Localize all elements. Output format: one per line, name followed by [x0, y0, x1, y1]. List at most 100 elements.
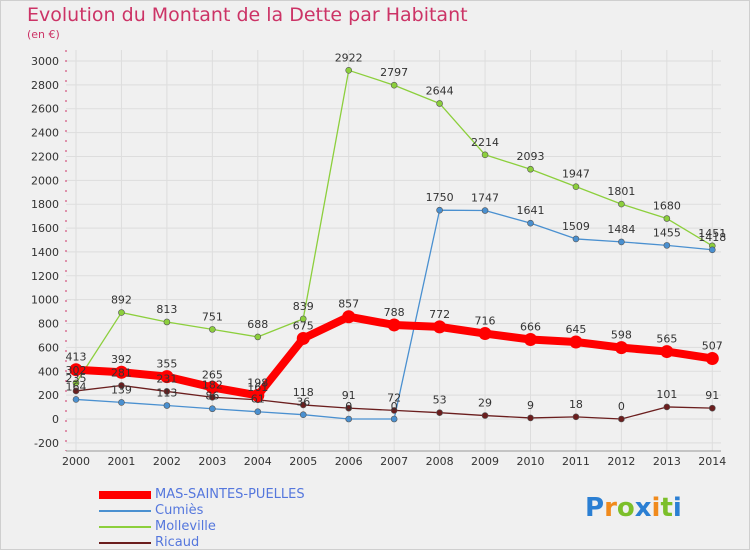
data-label: 598: [611, 329, 632, 342]
data-label: 2214: [471, 136, 499, 149]
data-label: 118: [293, 386, 314, 399]
data-point: [72, 379, 80, 387]
data-point: [163, 318, 171, 326]
y-tick-label: 2400: [31, 127, 59, 140]
data-point: [618, 238, 625, 246]
data-label: 355: [156, 358, 177, 371]
x-tick-label: 2009: [471, 455, 499, 468]
x-tick-label: 2000: [62, 455, 90, 468]
data-point: [481, 412, 489, 419]
data-point: [118, 382, 125, 389]
x-tick-label: 2006: [335, 455, 363, 468]
data-point: [705, 351, 719, 365]
data-label: 716: [475, 315, 496, 328]
data-point: [299, 401, 307, 409]
data-point: [342, 310, 356, 324]
legend-swatch: [99, 510, 151, 512]
legend-item: Molleville: [99, 519, 305, 535]
x-tick-label: 2005: [289, 455, 317, 468]
data-label: 0: [618, 400, 625, 413]
data-label: 1801: [607, 185, 635, 198]
data-label: 392: [111, 353, 132, 366]
x-tick-label: 2010: [517, 455, 545, 468]
data-point: [114, 365, 128, 379]
data-label: 0: [345, 400, 352, 413]
data-label: 101: [656, 388, 677, 401]
data-point: [299, 315, 307, 323]
logo-letter: x: [634, 493, 652, 523]
data-point: [209, 326, 216, 333]
data-point: [660, 345, 674, 359]
legend-item: Cumiès: [99, 503, 305, 519]
data-label: 688: [247, 318, 268, 331]
data-label: 1747: [471, 192, 499, 205]
data-point: [572, 235, 580, 243]
chart-legend: MAS-SAINTES-PUELLES Cumiès Molleville Ricau…: [99, 487, 305, 551]
y-tick-label: 1800: [31, 198, 59, 211]
y-tick-label: 1600: [31, 222, 59, 235]
proxiti-logo: Proxiti: [585, 493, 682, 523]
data-label: 2644: [426, 84, 454, 97]
data-label: 675: [293, 319, 314, 332]
x-tick-label: 2014: [698, 455, 726, 468]
data-point: [72, 387, 80, 395]
axes: -200020040060080010001200140016001800200…: [31, 50, 726, 468]
y-tick-label: 3000: [31, 55, 59, 68]
data-point: [387, 318, 401, 332]
data-label: 72: [387, 391, 401, 404]
data-point: [524, 333, 537, 347]
data-label: 18: [569, 398, 583, 411]
x-tick-label: 2012: [607, 455, 635, 468]
legend-label: Molleville: [155, 519, 216, 534]
legend-swatch: [99, 526, 151, 528]
data-point: [572, 413, 580, 421]
legend-swatch: [99, 491, 151, 499]
data-point: [618, 200, 625, 208]
data-point: [433, 320, 447, 334]
data-point: [72, 396, 80, 403]
data-point: [163, 402, 171, 409]
data-label: 666: [520, 321, 541, 334]
legend-item: MAS-SAINTES-PUELLES: [99, 487, 305, 503]
y-tick-label: 2200: [31, 150, 59, 163]
data-label: 198: [247, 376, 268, 389]
data-point: [205, 380, 219, 394]
data-point: [436, 409, 443, 416]
y-tick-label: 0: [52, 413, 59, 426]
data-point: [345, 67, 353, 74]
data-label: 91: [342, 389, 356, 402]
data-label: 1641: [517, 204, 545, 217]
data-label: 1509: [562, 220, 590, 233]
data-label: 86: [205, 390, 219, 403]
logo-letter: o: [616, 493, 635, 523]
data-point: [160, 370, 174, 384]
data-label: 788: [384, 306, 405, 319]
data-point: [527, 165, 534, 173]
data-label: 53: [433, 394, 447, 407]
data-point: [527, 219, 534, 227]
data-label: 413: [66, 351, 87, 364]
data-label: 1455: [653, 226, 681, 239]
data-label: 302: [66, 364, 87, 377]
x-tick-label: 2004: [244, 455, 272, 468]
data-label: 813: [156, 303, 177, 316]
data-point: [390, 407, 398, 414]
data-label: 139: [111, 383, 132, 396]
x-tick-label: 2001: [107, 455, 135, 468]
data-point: [209, 393, 216, 401]
data-point: [708, 246, 716, 254]
y-tick-label: 1400: [31, 246, 59, 259]
chart-title: Evolution du Montant de la Dette par Hab…: [27, 4, 468, 26]
data-point: [527, 414, 534, 422]
y-tick-label: 2800: [31, 79, 59, 92]
data-label: 751: [202, 310, 223, 323]
data-label: 892: [111, 294, 132, 307]
data-label: 2797: [380, 66, 408, 79]
line-chart: -200020040060080010001200140016001800200…: [31, 50, 726, 468]
logo-letter: t: [660, 493, 673, 523]
data-point: [618, 415, 625, 423]
data-point: [254, 408, 262, 416]
y-tick-label: 600: [38, 341, 59, 354]
data-label: 1451: [698, 227, 726, 240]
data-point: [436, 206, 443, 214]
